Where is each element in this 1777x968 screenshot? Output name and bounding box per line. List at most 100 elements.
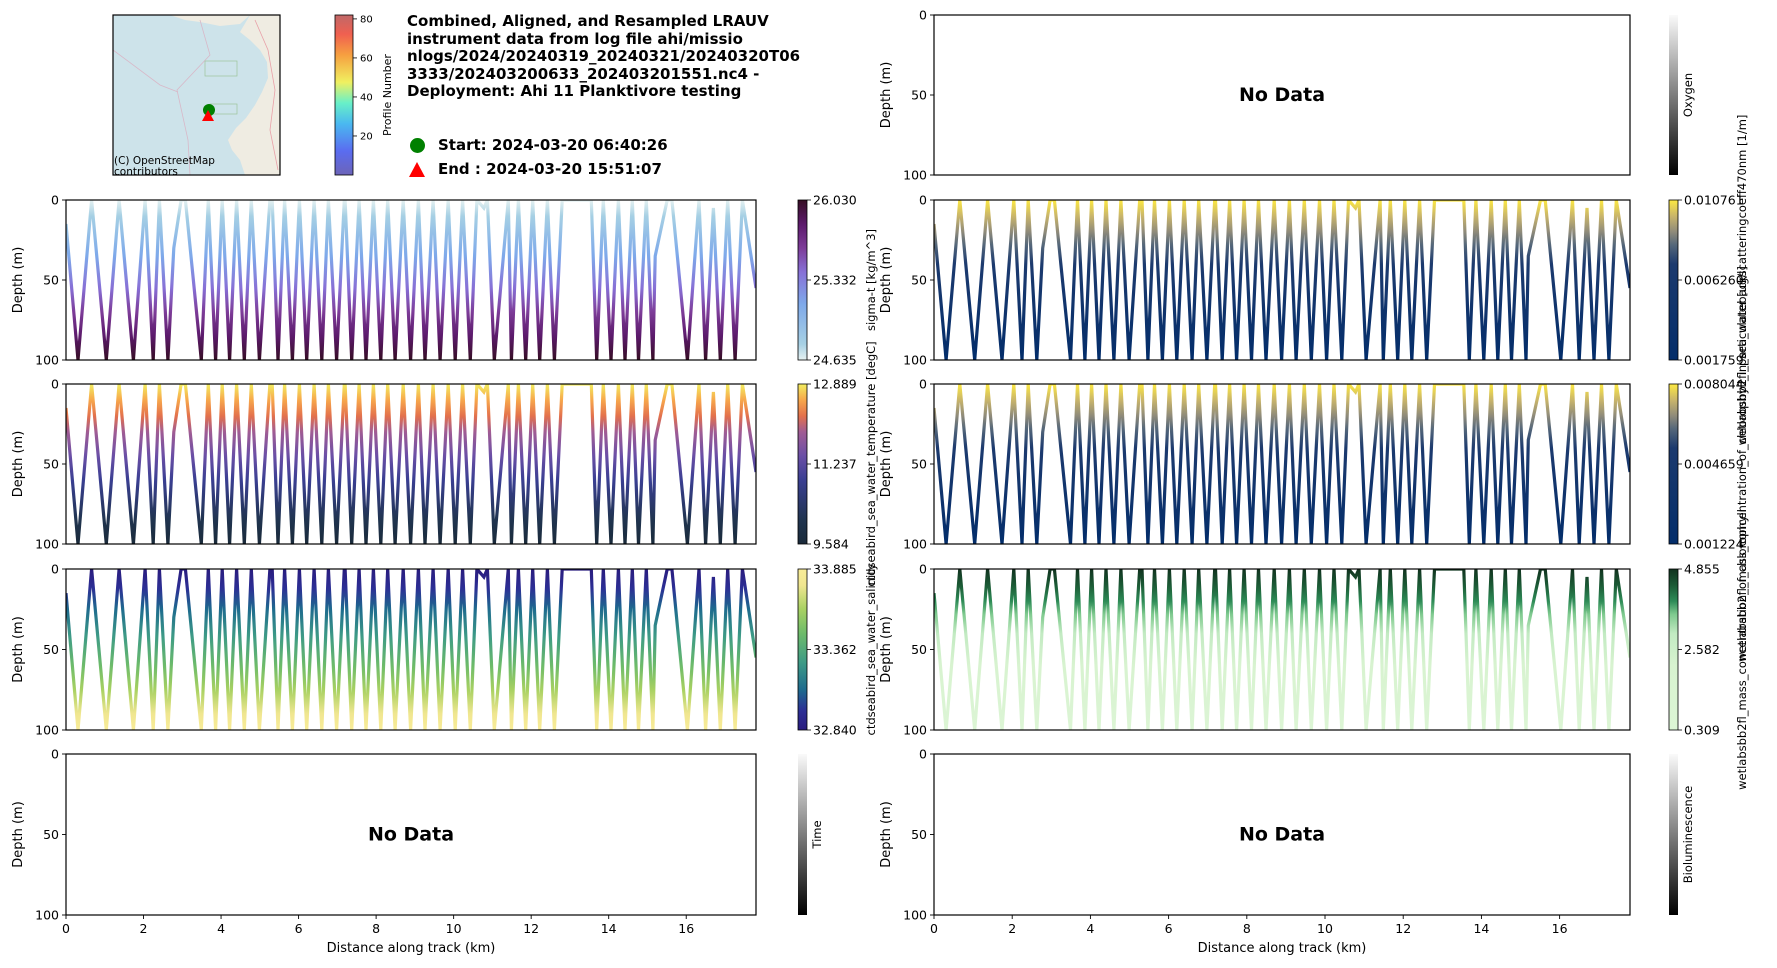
colorbar-label: Bioluminescence	[1681, 786, 1695, 883]
x-tick-label: 8	[1243, 921, 1251, 936]
x-tick-label: 16	[1552, 921, 1568, 936]
colorbar-tick-label: 0.001759	[1684, 353, 1744, 368]
x-tick-label: 2	[140, 921, 148, 936]
colorbar-tick-label: 33.362	[813, 642, 857, 657]
profile-colorbar-tick-label: 60	[360, 53, 373, 64]
y-tick-label: 50	[911, 827, 927, 842]
y-tick-label: 0	[919, 193, 927, 208]
map-inset: (C) OpenStreetMap contributors	[112, 14, 281, 178]
y-tick-label: 50	[43, 642, 59, 657]
profile-colorbar-tick-label: 20	[360, 131, 373, 142]
y-axis-label: Depth (m)	[879, 62, 894, 129]
colorbar-chlorophyll-bb2fl: 0.001224 0.004659 0.008044wetlabsbb2fl_mas…	[1668, 266, 1749, 662]
y-tick-label: 100	[35, 353, 59, 368]
colorbar-tick-label: 11.237	[813, 457, 857, 472]
y-axis-label: Depth (m)	[11, 801, 26, 868]
colorbar-salinity: 32.840 33.362 33.885 ctdseabird_sea_water_s…	[797, 562, 878, 738]
y-tick-label: 0	[51, 747, 59, 762]
map-attribution-line2: contributors	[114, 166, 178, 178]
colorbar-gradient	[1669, 15, 1678, 175]
colorbar-label: wetlabsbb2fl_mass_concentration_of_chlor…	[1735, 266, 1749, 662]
map-boundary-line	[176, 19, 211, 176]
colorbar-time: Time	[798, 754, 824, 915]
colorbar-label: ctdseabird_sea_water_salinity	[864, 563, 878, 735]
x-tick-label: 6	[295, 921, 303, 936]
colorbar-tick-label: 26.030	[813, 193, 857, 208]
y-tick-label: 50	[43, 457, 59, 472]
y-tick-label: 100	[903, 908, 927, 923]
panel-chlorophyll-bb2fl: 0 50 100 Depth (m) 0.001224 0.004659 0.008044w…	[879, 266, 1749, 662]
colorbar-label: wetlabsbb2fl_mass_concentration_of_chlor…	[1735, 509, 1749, 790]
map-boundary-line	[112, 49, 179, 93]
colorbar-gradient	[797, 199, 808, 361]
y-tick-label: 0	[919, 8, 927, 23]
legend-end: End : 2024-03-20 15:51:07	[408, 160, 662, 178]
panel-backscatter-470: 0 50 100 Depth (m) 0.001759 0.006260 0.010761w…	[879, 115, 1749, 446]
y-axis-label: Depth (m)	[879, 616, 894, 683]
colorbar-tick-label: 12.889	[813, 377, 857, 392]
y-tick-label: 0	[51, 193, 59, 208]
panel-salinity: 0 50 100 Depth (m) 32.840 33.362 33.885 ctdseab…	[11, 562, 878, 738]
y-tick-label: 50	[911, 88, 927, 103]
x-tick-label: 2	[1008, 921, 1016, 936]
x-axis-label: Distance along track (km)	[1198, 941, 1367, 956]
y-axis-label: Depth (m)	[11, 616, 26, 683]
colorbar-tick-label: 4.855	[1684, 562, 1720, 577]
y-tick-label: 0	[51, 377, 59, 392]
panel-oxygen: No Data 0 50 100 Depth (m) Oxygen	[879, 8, 1695, 183]
track-line-salinity	[66, 569, 756, 730]
start-time-label: Start: 2024-03-20 06:40:26	[438, 136, 668, 154]
no-data-label: No Data	[1239, 824, 1325, 846]
map-north-coast	[170, 15, 250, 26]
map-marine-area	[204, 60, 238, 77]
y-tick-label: 0	[919, 562, 927, 577]
panel-time: No Data 0 50 100 Depth (m) 0 2 4 6 8 10 12 14 16 Dista…	[11, 747, 824, 957]
colorbar-oxygen: Oxygen	[1669, 15, 1695, 175]
map-frame	[112, 14, 281, 176]
start-marker	[203, 104, 215, 116]
y-tick-label: 0	[919, 747, 927, 762]
panel-sigma-t: 0 50 100 Depth (m) 24.635 25.332 26.030 sigma-t…	[11, 193, 878, 368]
profile-colorbar-tick-label: 80	[360, 14, 373, 25]
no-data-label: No Data	[368, 824, 454, 846]
colorbar-label: Oxygen	[1681, 73, 1695, 117]
colorbar-tick-label: 0.309	[1684, 723, 1720, 738]
colorbar-gradient	[1668, 568, 1679, 731]
colorbar-temperature: 9.584 11.237 12.889 ctdseabird_sea_water_te…	[797, 341, 878, 587]
colorbar-tick-label: 24.635	[813, 353, 857, 368]
colorbar-tick-label: 25.332	[813, 273, 857, 288]
y-axis-label: Depth (m)	[879, 801, 894, 868]
colorbar-tick-label: 9.584	[813, 537, 849, 552]
panel-chlorophyll-mass: 0 50 100 Depth (m) 0.309 2.582 4.855 wetlabsbb2…	[879, 509, 1749, 790]
y-axis-label: Depth (m)	[879, 247, 894, 314]
y-tick-label: 0	[919, 377, 927, 392]
profile-colorbar: 20 40 60 80 Profile Number	[334, 14, 394, 176]
colorbar-tick-label: 0.001224	[1684, 537, 1744, 552]
x-tick-label: 12	[1395, 921, 1411, 936]
panel-temperature: 0 50 100 Depth (m) 9.584 11.237 12.889 ctdseabi…	[11, 341, 878, 586]
x-tick-label: 10	[1317, 921, 1333, 936]
profile-colorbar-label: Profile Number	[381, 54, 394, 136]
y-tick-label: 100	[903, 537, 927, 552]
colorbar-chlorophyll-mass: 0.309 2.582 4.855 wetlabsbb2fl_mass_concent…	[1668, 509, 1749, 790]
colorbar-gradient	[1668, 383, 1679, 545]
colorbar-label: sigma-t [kg/m^3]	[864, 229, 878, 331]
y-tick-label: 100	[903, 353, 927, 368]
figure-title: Combined, Aligned, and Resampled LRAUV i…	[407, 12, 801, 100]
y-tick-label: 100	[35, 908, 59, 923]
green-circle-icon	[408, 136, 430, 154]
colorbar-backscatter-470: 0.001759 0.006260 0.010761wetlabsbb2fl_par…	[1668, 115, 1749, 445]
map-road	[254, 19, 279, 171]
end-time-label: End : 2024-03-20 15:51:07	[438, 160, 662, 178]
y-tick-label: 0	[51, 562, 59, 577]
end-marker	[202, 110, 214, 121]
y-axis-label: Depth (m)	[11, 247, 26, 314]
x-tick-label: 12	[523, 921, 539, 936]
colorbar-label: ctdseabird_sea_water_temperature [degC]	[864, 341, 878, 586]
y-tick-label: 100	[903, 723, 927, 738]
y-tick-label: 50	[911, 457, 927, 472]
x-tick-label: 10	[446, 921, 462, 936]
colorbar-sigma-t: 24.635 25.332 26.030 sigma-t [kg/m^3]	[797, 193, 878, 368]
red-triangle-icon	[408, 160, 430, 178]
